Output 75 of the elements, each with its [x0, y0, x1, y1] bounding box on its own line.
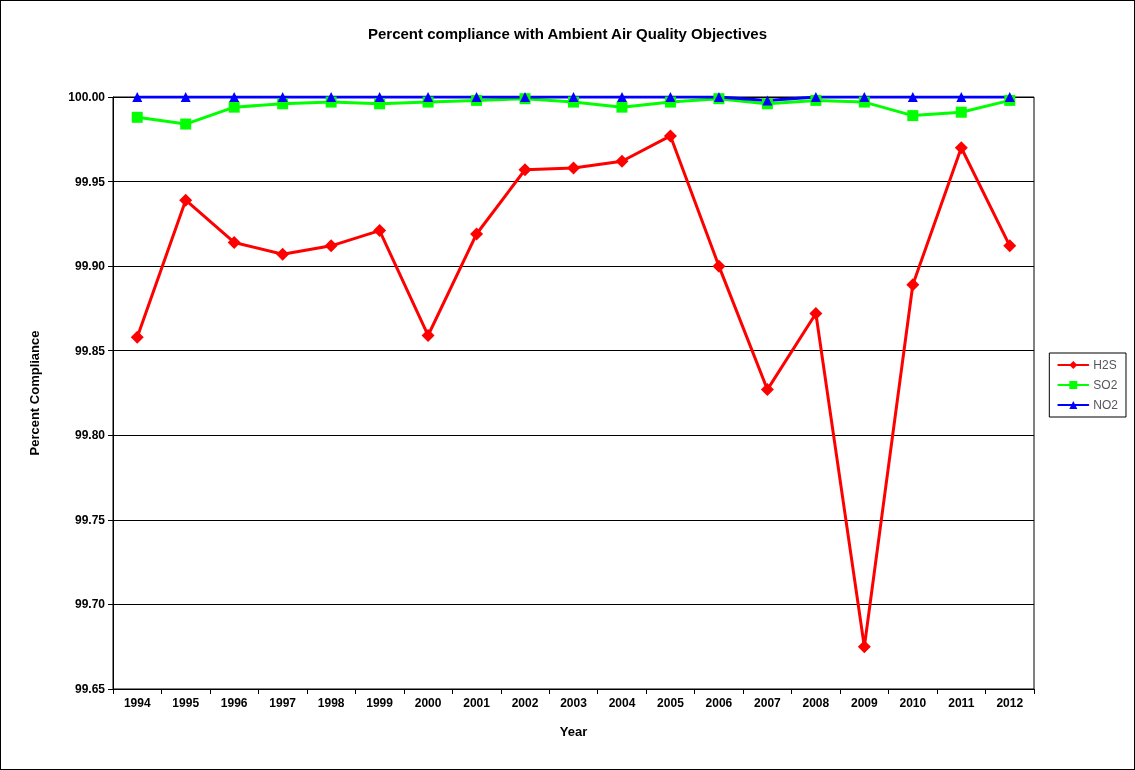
- chart-title: Percent compliance with Ambient Air Quality Objectives: [368, 25, 767, 42]
- point: [131, 111, 143, 123]
- point: [421, 328, 435, 342]
- point: [615, 154, 629, 168]
- point: [810, 92, 821, 102]
- point: [616, 101, 628, 113]
- point: [132, 92, 143, 102]
- point: [906, 278, 920, 292]
- y-axis-title: Percent Compliance: [27, 330, 42, 456]
- y-tick-label: 99.80: [74, 428, 106, 443]
- point: [374, 92, 385, 102]
- legend-label: H2S: [1093, 358, 1117, 372]
- y-tick-label: 99.90: [74, 259, 106, 274]
- legend-label: SO2: [1093, 378, 1118, 392]
- point: [760, 383, 774, 397]
- point: [324, 239, 338, 253]
- point: [955, 106, 967, 118]
- point: [276, 247, 290, 261]
- x-tick-label: 2004: [608, 696, 636, 710]
- point: [518, 163, 532, 177]
- point: [857, 640, 871, 654]
- y-tick-label: 99.85: [74, 343, 106, 358]
- y-tick-label: 100.00: [68, 90, 106, 104]
- x-tick-label: 2003: [560, 696, 588, 710]
- point: [809, 307, 823, 320]
- y-tick-label: 99.65: [74, 682, 106, 696]
- point: [471, 92, 482, 102]
- point: [326, 92, 337, 102]
- x-tick-label: 2000: [414, 696, 442, 710]
- point: [568, 92, 579, 102]
- point: [130, 330, 144, 344]
- legend-label: NO2: [1093, 398, 1119, 412]
- point: [712, 259, 726, 273]
- point: [470, 227, 484, 241]
- point: [859, 92, 870, 102]
- point: [567, 161, 580, 175]
- x-tick-label: 2008: [802, 696, 830, 710]
- x-tick-label: 2010: [899, 696, 927, 710]
- point: [277, 92, 288, 102]
- x-axis-title: Year: [559, 724, 588, 739]
- point: [762, 95, 773, 106]
- x-tick-label: 2009: [850, 696, 879, 710]
- point: [907, 110, 919, 122]
- point: [1003, 239, 1017, 253]
- x-tick-label: 1994: [123, 696, 151, 710]
- point: [227, 235, 241, 249]
- x-tick-label: 2011: [948, 696, 975, 710]
- x-tick-label: 2002: [511, 696, 539, 710]
- point: [228, 101, 240, 113]
- point: [229, 92, 240, 102]
- x-tick-label: 1996: [220, 696, 248, 710]
- x-tick-label: 1998: [317, 696, 345, 710]
- point: [179, 193, 193, 207]
- point: [616, 92, 627, 102]
- x-tick-label: 1997: [269, 696, 297, 710]
- y-tick-label: 99.75: [74, 512, 106, 527]
- point: [180, 118, 192, 130]
- point: [663, 129, 677, 143]
- point: [954, 141, 968, 155]
- point: [1004, 92, 1015, 102]
- x-tick-label: 2007: [754, 696, 782, 710]
- x-tick-label: 1999: [366, 696, 394, 710]
- point: [907, 92, 918, 102]
- point: [373, 224, 387, 238]
- point: [956, 92, 967, 102]
- y-tick-label: 99.95: [74, 174, 106, 189]
- x-tick-label: 2005: [657, 696, 685, 710]
- x-tick-label: 1995: [172, 696, 200, 710]
- x-tick-label: 2001: [463, 696, 491, 710]
- point: [665, 92, 676, 102]
- x-tick-label: 2012: [996, 696, 1024, 710]
- y-tick-label: 99.70: [74, 597, 106, 612]
- point: [180, 92, 191, 102]
- x-tick-label: 2006: [705, 696, 733, 710]
- point: [423, 92, 434, 102]
